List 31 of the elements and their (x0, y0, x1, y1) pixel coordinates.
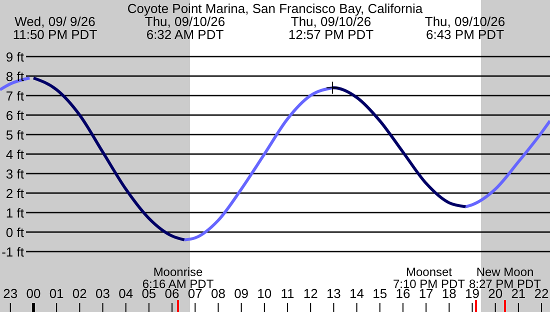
x-tick-label: 00 (26, 286, 41, 301)
y-tick-label: 6 ft (6, 108, 24, 124)
annotation: Wed, 09/ 9/26 11:50 PM PDT (12, 14, 98, 42)
x-tick-label: 02 (72, 286, 87, 301)
x-tick-label: 04 (118, 286, 134, 301)
y-tick-label: 4 ft (6, 147, 24, 162)
y-tick-label: 9 ft (6, 50, 24, 65)
x-tick-label: 22 (534, 286, 549, 301)
x-tick-label: 01 (49, 286, 64, 301)
y-tick-label: 7 ft (6, 88, 24, 104)
x-tick-label: 13 (326, 286, 341, 301)
x-tick-label: 03 (96, 286, 110, 301)
x-tick-label: 15 (372, 286, 388, 301)
y-tick-label: 5 ft (6, 128, 24, 143)
y-tick-label: 2 ft (6, 186, 24, 202)
y-tick-label: 0 ft (6, 225, 24, 240)
annotation: Thu, 09/10/26 6:43 PM PDT (424, 14, 506, 42)
x-tick-label: 21 (511, 286, 526, 301)
x-tick-label: 12 (303, 286, 318, 301)
x-tick-label: 08 (210, 286, 226, 301)
y-tick-label: 1 ft (6, 206, 24, 221)
x-tick-label: 10 (257, 286, 272, 301)
x-tick-label: 14 (350, 286, 364, 301)
x-tick-label: 11 (280, 286, 294, 301)
y-tick-label: 8 ft (6, 69, 24, 84)
chart-title: Coyote Point Marina, San Francisco Bay, California (127, 1, 423, 16)
x-tick-label: 09 (234, 286, 249, 301)
x-tick-label: 23 (3, 286, 18, 301)
x-tick-label: 20 (488, 286, 503, 301)
y-tick-label: -1 ft (2, 244, 24, 260)
y-tick-label: 3 ft (6, 166, 24, 182)
